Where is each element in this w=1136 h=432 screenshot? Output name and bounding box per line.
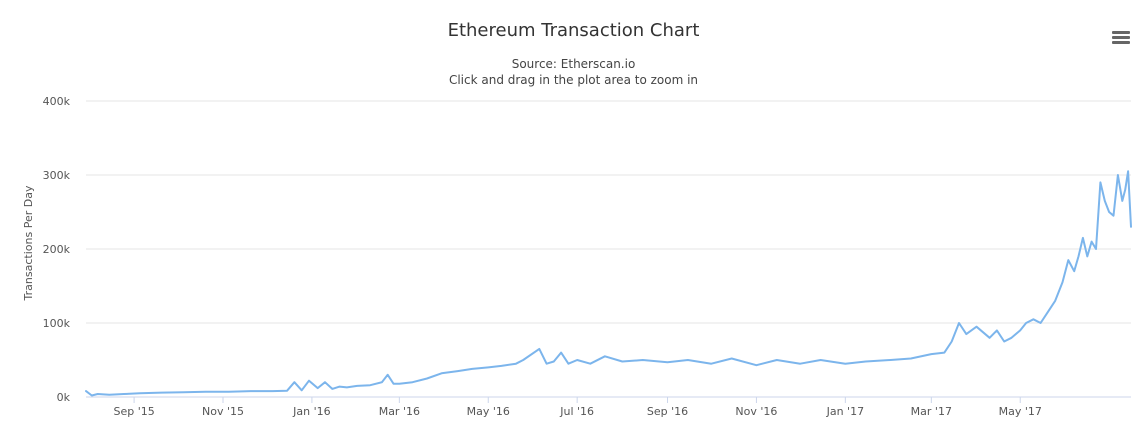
y-tick-label: 300k	[43, 169, 71, 182]
x-tick-label: Sep '16	[647, 405, 688, 418]
x-tick-label: Jan '17	[826, 405, 864, 418]
chart-title: Ethereum Transaction Chart	[447, 20, 700, 41]
y-axis-title: Transactions Per Day	[22, 185, 35, 301]
x-tick-label: Mar '16	[379, 405, 420, 418]
series-line	[85, 170, 1132, 397]
x-tick-label: Nov '16	[735, 405, 777, 418]
chart-subtitle: Source: Etherscan.io Click and drag in t…	[0, 56, 1136, 88]
x-tick-label: Jul '16	[559, 405, 594, 418]
y-tick-label: 0k	[57, 391, 71, 404]
x-tick-label: Mar '17	[911, 405, 952, 418]
x-tick-label: Sep '15	[113, 405, 154, 418]
x-tick-label: Jan '16	[292, 405, 330, 418]
chart-zoom-hint: Click and drag in the plot area to zoom …	[448, 73, 699, 87]
x-tick-label: May '17	[999, 405, 1042, 418]
y-tick-label: 200k	[43, 243, 71, 256]
x-tick-label: May '16	[467, 405, 510, 418]
y-tick-label: 400k	[43, 95, 71, 108]
x-tick-label: Nov '15	[202, 405, 244, 418]
y-tick-label: 100k	[43, 317, 71, 330]
chart-source: Source: Etherscan.io	[511, 57, 636, 71]
hamburger-menu-icon[interactable]	[1112, 31, 1130, 45]
